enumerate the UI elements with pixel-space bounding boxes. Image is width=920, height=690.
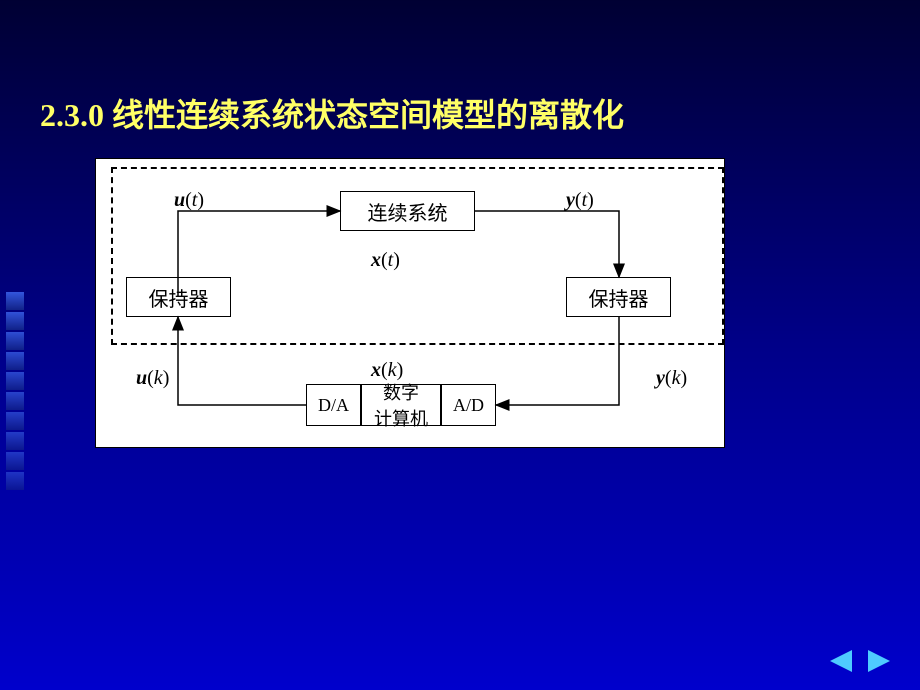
- signal-y-k: y(k): [656, 367, 687, 390]
- sidebar-square: [6, 472, 24, 490]
- sidebar-square: [6, 292, 24, 310]
- holder-right-label: 保持器: [589, 283, 649, 312]
- ad-converter-block: A/D: [441, 384, 496, 426]
- signal-y-t: y(t): [566, 189, 594, 212]
- signal-x-t: x(t): [371, 249, 400, 272]
- holder-right-block: 保持器: [566, 277, 671, 317]
- next-slide-button[interactable]: [868, 650, 890, 672]
- signal-u-k: u(k): [136, 367, 169, 390]
- slide-title: 2.3.0 线性连续系统状态空间模型的离散化: [40, 90, 624, 136]
- sidebar-decor: [0, 290, 28, 492]
- sidebar-square: [6, 332, 24, 350]
- sidebar-square: [6, 452, 24, 470]
- sidebar-square: [6, 372, 24, 390]
- sidebar-square: [6, 412, 24, 430]
- continuous-system-block: 连续系统: [340, 191, 475, 231]
- block-diagram: 连续系统 保持器 保持器 D/A 数字 计算机 A/D u(t) y(t) x(…: [95, 158, 725, 448]
- sidebar-square: [6, 432, 24, 450]
- digital-computer-block: 数字 计算机: [361, 384, 441, 426]
- signal-u-t: u(t): [174, 189, 204, 212]
- sidebar-square: [6, 352, 24, 370]
- sidebar-square: [6, 312, 24, 330]
- prev-slide-button[interactable]: [830, 650, 852, 672]
- signal-x-k: x(k): [371, 359, 403, 382]
- holder-left-block: 保持器: [126, 277, 231, 317]
- ad-label: A/D: [453, 395, 484, 416]
- computer-label-1: 数字: [383, 379, 419, 405]
- holder-left-label: 保持器: [149, 283, 209, 312]
- continuous-system-label: 连续系统: [368, 197, 448, 226]
- da-label: D/A: [318, 395, 349, 416]
- computer-label-2: 计算机: [374, 405, 428, 431]
- da-converter-block: D/A: [306, 384, 361, 426]
- sidebar-square: [6, 392, 24, 410]
